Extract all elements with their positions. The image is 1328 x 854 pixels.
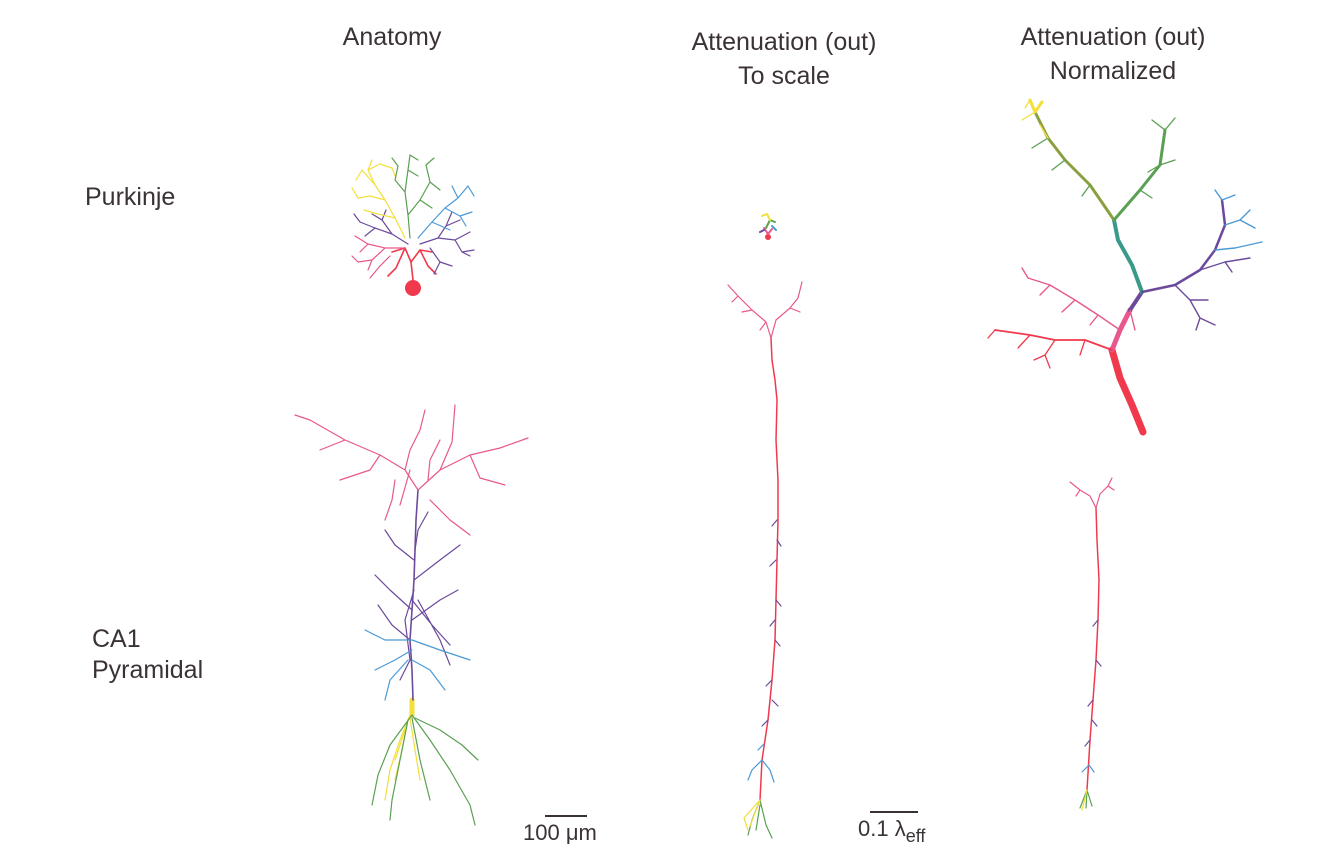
scale-bar-attenuation-value: 0.1 λ — [858, 816, 906, 841]
scale-bar-attenuation-line — [870, 811, 918, 813]
row-label-purkinje: Purkinje — [85, 183, 176, 211]
purkinje-to-scale-neuron — [759, 213, 777, 240]
column-header-normalized-line2: Normalized — [1049, 57, 1177, 85]
ca1-anatomy-neuron — [294, 404, 529, 826]
scale-bar-anatomy-label: 100 μm — [523, 820, 597, 845]
row-label-ca1-line2: Pyramidal — [92, 656, 204, 684]
scale-bar-attenuation-subscript: eff — [905, 826, 926, 846]
row-label-ca1-line1: CA1 — [92, 625, 141, 653]
column-header-to-scale-line2: To scale — [738, 62, 830, 90]
ca1-normalized-neuron — [1069, 477, 1115, 811]
purkinje-anatomy-neuron — [351, 154, 475, 296]
purkinje-normalized-neuron — [987, 98, 1263, 436]
column-header-anatomy: Anatomy — [342, 23, 442, 51]
scale-bar-anatomy-line — [545, 815, 587, 817]
ca1-to-scale-neuron — [727, 281, 803, 839]
column-header-normalized-line1: Attenuation (out) — [1020, 23, 1206, 51]
scale-bar-attenuation-label: 0.1 λeff — [858, 814, 926, 846]
column-header-to-scale-line1: Attenuation (out) — [691, 28, 877, 56]
